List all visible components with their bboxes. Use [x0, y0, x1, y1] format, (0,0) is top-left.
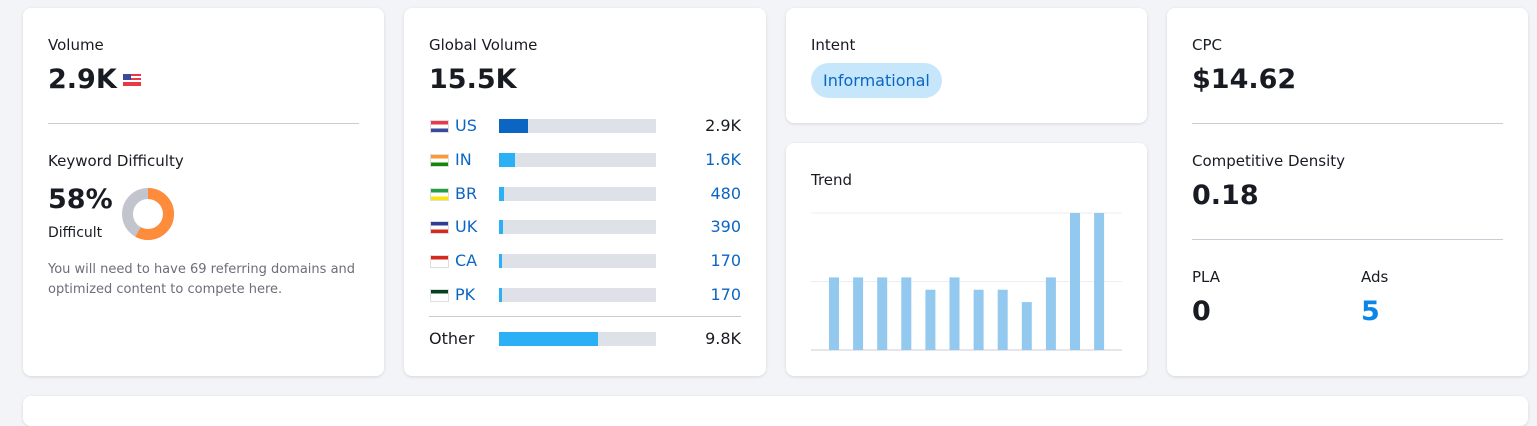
divider — [429, 316, 741, 317]
trend-bar — [853, 277, 864, 350]
cpc-card: CPC $14.62 Competitive Density 0.18 PLA … — [1167, 8, 1528, 376]
bar — [499, 220, 503, 235]
bar — [499, 288, 502, 302]
country-code[interactable]: UK — [455, 217, 478, 237]
country-code[interactable]: US — [455, 116, 477, 135]
cd-value: 0.18 — [1192, 180, 1259, 211]
page: Volume 2.9K Keyword Difficulty 58% Diffi… — [23, 8, 1528, 426]
country-code[interactable]: BR — [455, 183, 478, 203]
intent-tag: Informational — [811, 63, 942, 98]
bar — [499, 186, 504, 201]
global-volume-card: Global Volume 15.5K US 2.9K IN 1.6K BR 480 UK 3… — [404, 8, 766, 376]
other-label: Other — [429, 329, 475, 348]
divider — [1192, 239, 1503, 240]
intent-card: Intent Informational — [786, 8, 1147, 123]
volume-value: 2.9K — [48, 64, 117, 95]
ads-label: Ads — [1361, 268, 1389, 286]
bar — [499, 254, 502, 269]
volume-label: Volume — [48, 36, 104, 54]
bar — [499, 152, 516, 167]
pla-value: 0 — [1192, 296, 1211, 327]
country-code[interactable]: PK — [455, 285, 476, 304]
trend-label: Trend — [811, 171, 853, 189]
country-value: 170 — [710, 251, 741, 271]
bar-track — [499, 152, 656, 167]
flag — [430, 255, 449, 269]
country-code[interactable]: IN — [455, 149, 472, 169]
trend-bar — [901, 277, 912, 350]
cd-label: Competitive Density — [1192, 152, 1346, 170]
trend-bar — [1070, 213, 1080, 350]
bar — [499, 119, 529, 133]
trend-bar — [949, 277, 960, 350]
divider — [1192, 123, 1503, 124]
trend-bar — [1094, 213, 1105, 350]
flag — [430, 289, 449, 302]
kd-level: Difficult — [48, 225, 103, 241]
trend-bar — [925, 289, 936, 350]
kd-label: Keyword Difficulty — [48, 152, 184, 170]
trend-bar — [1045, 277, 1056, 350]
country-value: 2.9K — [705, 116, 741, 135]
cpc-label: CPC — [1192, 36, 1222, 54]
kd-value: 58% — [48, 184, 113, 215]
intent-label: Intent — [811, 36, 856, 54]
flag — [430, 153, 449, 167]
trend-bar — [1021, 302, 1032, 350]
trend-bar — [829, 277, 839, 350]
flag — [430, 120, 449, 133]
donut-arc — [122, 188, 174, 240]
bar — [499, 332, 599, 346]
us-flag — [123, 74, 141, 86]
country-value: 170 — [710, 285, 741, 304]
bar-track — [499, 186, 656, 201]
bar-track — [499, 220, 656, 235]
gv-label: Global Volume — [429, 36, 538, 54]
trend-bar — [877, 277, 888, 350]
kd-note: You will need to have 69 referring domai… — [48, 262, 356, 297]
flag — [430, 221, 449, 235]
gv-value: 15.5K — [429, 64, 517, 95]
trend-bar — [997, 289, 1008, 350]
country-value: 9.8K — [705, 329, 741, 348]
kd-donut — [122, 188, 174, 240]
pla-label: PLA — [1192, 268, 1221, 286]
country-value: 390 — [710, 217, 741, 237]
divider — [48, 123, 359, 124]
bar-track — [499, 332, 656, 346]
flag — [430, 187, 449, 201]
volume-card: Volume 2.9K Keyword Difficulty 58% Diffi… — [23, 8, 384, 376]
ads-value[interactable]: 5 — [1361, 296, 1380, 327]
country-value: 1.6K — [705, 149, 741, 169]
trend-bar — [973, 289, 984, 350]
bar-track — [499, 254, 656, 269]
cpc-value: $14.62 — [1192, 64, 1297, 95]
bar-track — [499, 119, 656, 133]
country-code[interactable]: CA — [455, 251, 478, 271]
trend-card: Trend — [786, 143, 1147, 376]
trend-chart — [811, 212, 1122, 351]
country-value: 480 — [710, 183, 741, 203]
bar-track — [499, 288, 656, 302]
